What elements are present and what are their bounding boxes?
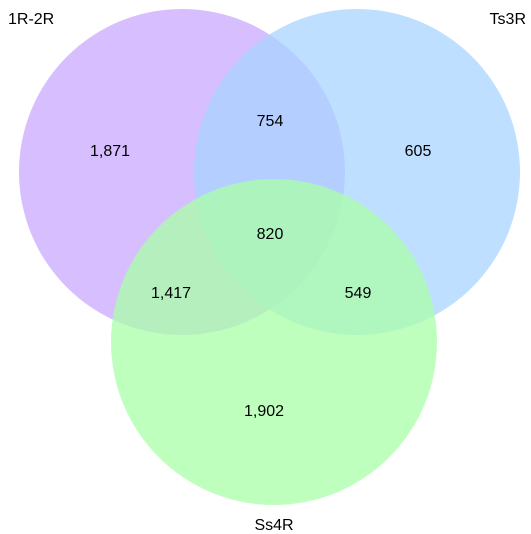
region-count-ts3r-only: 605 (405, 143, 432, 160)
region-count-1r-2r-ts3r: 754 (257, 113, 284, 130)
region-count-1r-2r-ss4r: 1,417 (151, 285, 191, 302)
region-count-ss4r-only: 1,902 (244, 403, 284, 420)
region-count-ts3r-ss4r: 549 (345, 285, 372, 302)
set-label-ss4r: Ss4R (254, 517, 293, 534)
region-count-1r-2r-only: 1,871 (90, 143, 130, 160)
set-circle-ss4r (111, 179, 437, 505)
set-label-1r-2r: 1R-2R (8, 11, 54, 28)
set-label-ts3r: Ts3R (490, 11, 526, 28)
region-count-all-three: 820 (257, 226, 284, 243)
